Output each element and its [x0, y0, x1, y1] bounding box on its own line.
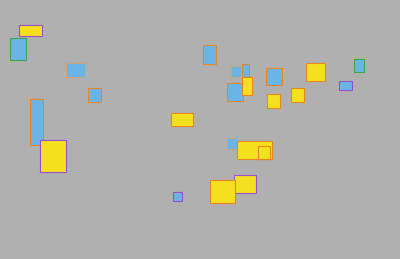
Bar [227, 138, 237, 149]
Bar [66, 63, 85, 77]
Bar [40, 140, 66, 172]
Bar [258, 146, 270, 160]
Bar [171, 113, 193, 126]
Bar [354, 59, 364, 72]
Bar [19, 25, 42, 36]
Bar [237, 141, 272, 159]
Bar [231, 66, 241, 76]
Bar [339, 81, 352, 90]
Bar [234, 175, 256, 193]
Bar [88, 88, 101, 102]
Bar [210, 179, 235, 203]
Bar [266, 68, 282, 85]
Bar [10, 38, 26, 60]
Bar [203, 45, 216, 64]
Bar [291, 88, 304, 102]
Bar [227, 83, 243, 101]
Bar [30, 99, 43, 145]
Bar [242, 64, 249, 80]
Bar [173, 192, 182, 201]
Bar [267, 94, 280, 108]
Bar [306, 63, 325, 81]
Bar [242, 76, 252, 95]
